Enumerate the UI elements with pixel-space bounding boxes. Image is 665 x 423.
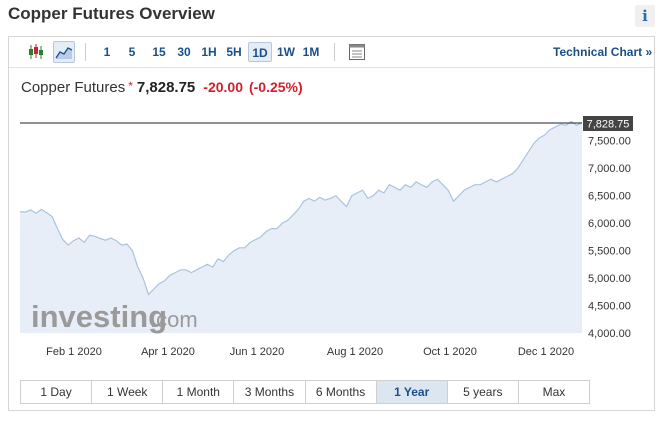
timeframe-1w-button[interactable]: 1W [277,45,295,59]
y-tick-label: 6,000.00 [588,218,631,230]
technical-chart-link[interactable]: Technical Chart » [553,45,653,59]
range-1-month-button[interactable]: 1 Month [163,381,235,403]
timeframe-15-button[interactable]: 15 [152,45,166,59]
chart-toolbar: 1 5 15 30 1H 5H 1D 1W 1M Technical Chart… [9,37,654,68]
chart-panel: 1 5 15 30 1H 5H 1D 1W 1M Technical Chart… [8,36,655,411]
area-chart-icon[interactable] [53,41,75,63]
y-tick-label: 5,500.00 [588,246,631,258]
range-3-months-button[interactable]: 3 Months [234,381,306,403]
x-tick-label: Apr 1 2020 [141,346,195,358]
x-tick-label: Aug 1 2020 [327,346,383,358]
price-change: -20.00 [203,79,243,95]
timeframe-5h-button[interactable]: 5H [226,45,242,59]
table-view-icon[interactable] [346,41,368,63]
range-max-button[interactable]: Max [542,385,566,399]
y-tick-label: 7,000.00 [588,163,631,175]
y-tick-label: 7,500.00 [588,136,631,148]
timeframe-1d-button[interactable]: 1D [248,42,272,62]
timeframe-1m-button[interactable]: 1M [302,45,320,59]
toolbar-divider [85,43,86,61]
realtime-star: * [128,79,133,93]
price-area-fill [20,121,582,333]
timeframe-1h-button[interactable]: 1H [201,45,217,59]
y-tick-label: 5,000.00 [588,273,631,285]
info-icon[interactable]: i [635,5,655,27]
price-line [19,120,583,296]
range-1-day-button[interactable]: 1 Day [21,381,93,403]
last-price-tag [583,116,633,131]
toolbar-divider [334,43,335,61]
timeframe-1-button[interactable]: 1 [103,45,111,59]
y-tick-label: 4,000.00 [588,328,631,340]
timeframe-30-button[interactable]: 30 [177,45,191,59]
range-1-week-button[interactable]: 1 Week [92,381,164,403]
x-tick-label: Dec 1 2020 [518,346,574,358]
quote-header: Copper Futures * 7,828.75 -20.00 (-0.25%) [21,79,303,96]
y-tick-label: 6,500.00 [588,191,631,203]
range-selector: 1 Day 1 Week 1 Month 3 Months 6 Months 1… [20,380,590,404]
x-tick-label: Feb 1 2020 [46,346,102,358]
instrument-name: Copper Futures [21,79,126,96]
price-chart[interactable]: investing .com 7,500.00 7,000.00 6,500.00 6… [9,37,654,377]
range-1-year-button[interactable]: 1 Year [376,381,448,403]
watermark-suffix: .com [150,307,198,332]
range-6-months-button[interactable]: 6 Months [306,381,377,403]
page-title: Copper Futures Overview [8,4,215,23]
watermark-brand: investing [31,299,167,334]
candlestick-chart-icon[interactable] [25,41,47,63]
y-tick-label: 4,500.00 [588,301,631,313]
range-5-years-button[interactable]: 5 years [448,381,519,403]
timeframe-5-button[interactable]: 5 [128,45,136,59]
chart-watermark: investing .com [31,299,198,334]
x-tick-label: Oct 1 2020 [423,346,477,358]
price-change-percent: (-0.25%) [248,79,303,95]
x-tick-label: Jun 1 2020 [230,346,284,358]
last-price: 7,828.75 [136,79,196,96]
last-price-tag-label: 7,828.75 [587,119,630,131]
